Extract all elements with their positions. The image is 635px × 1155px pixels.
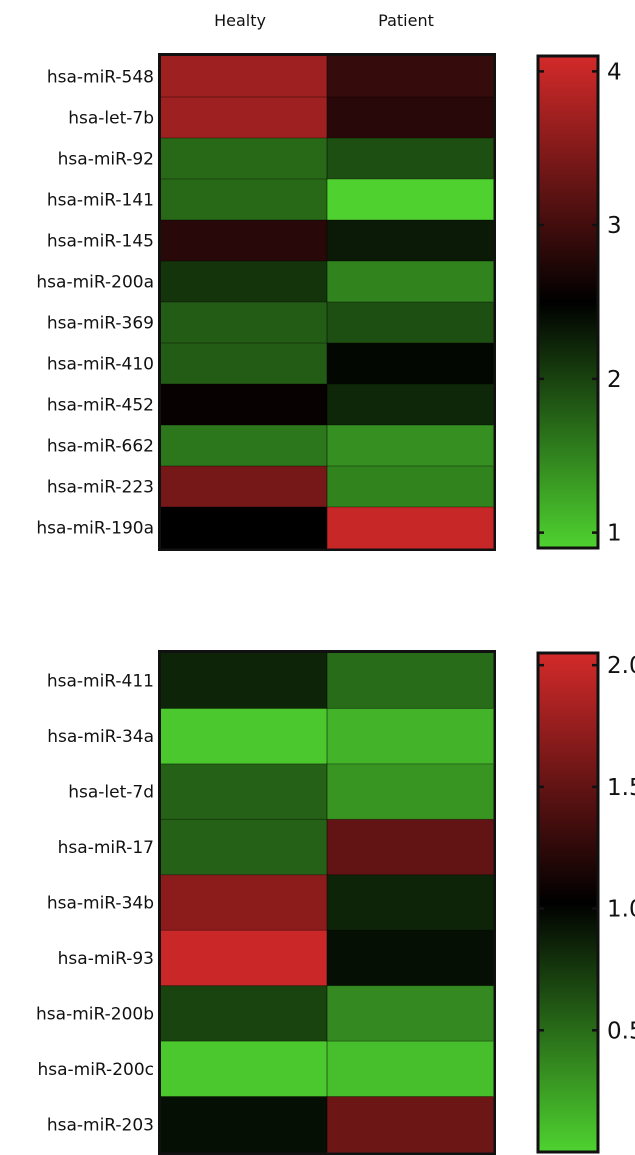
row-label: hsa-miR-662 [47, 437, 154, 457]
row-label: hsa-miR-190a [36, 519, 154, 539]
column-label: Healty [214, 11, 266, 30]
heatmap-cell [161, 653, 328, 709]
heatmap-cell [327, 819, 494, 876]
heatmap-cell [161, 384, 328, 426]
heatmap-cell [327, 425, 494, 467]
heatmap-cell [161, 261, 328, 303]
heatmap-cell [327, 708, 494, 765]
row-label: hsa-let-7b [68, 109, 154, 129]
heatmap-cell [327, 138, 494, 180]
colorbar-tick-label: 1.0 [607, 897, 635, 923]
colorbar-tick-label: 1.5 [607, 775, 635, 801]
heatmap-cell [327, 874, 494, 931]
heatmap-cell [161, 985, 328, 1042]
heatmap-cell [327, 97, 494, 139]
heatmap-cell [161, 763, 328, 820]
row-label: hsa-miR-145 [47, 232, 154, 252]
row-label: hsa-miR-548 [47, 68, 154, 88]
colorbar [536, 54, 600, 550]
heatmap-cell [161, 302, 328, 344]
heatmap-cell [327, 985, 494, 1042]
heatmap-cell [161, 708, 328, 765]
heatmap-cell [161, 874, 328, 931]
row-label: hsa-miR-141 [47, 191, 154, 211]
heatmap-2: hsa-miR-411 hsa-miR-34a hsa-let-7d hsa-miR-… [36, 650, 635, 1155]
colorbar-tick-label: 2.0 [607, 653, 635, 679]
heatmap-cell [327, 507, 494, 549]
row-label: hsa-miR-200a [36, 273, 154, 293]
heatmap-cell [161, 179, 328, 221]
heatmap-cell [327, 343, 494, 385]
heatmap-cell [327, 653, 494, 709]
heatmap-cell [161, 220, 328, 262]
heatmap-1: hsa-miR-548 hsa-let-7b hsa-miR-92 hsa-miR-1… [36, 11, 622, 551]
heatmap-cell [327, 1096, 494, 1153]
row-label: hsa-miR-410 [47, 355, 154, 375]
colorbar-tick-label: 4 [607, 59, 622, 85]
heatmap-cell [161, 1096, 328, 1153]
heatmap-cell [327, 179, 494, 221]
row-label: hsa-miR-203 [47, 1115, 154, 1135]
heatmap-cell [161, 425, 328, 467]
row-label: hsa-miR-17 [58, 838, 154, 858]
heatmap-cell [161, 56, 328, 98]
heatmap-cell [327, 763, 494, 820]
heatmap-cell [327, 466, 494, 508]
heatmap-cell [327, 261, 494, 303]
row-label: hsa-miR-92 [58, 150, 154, 170]
row-label: hsa-miR-93 [58, 949, 154, 969]
colorbar-tick-label: 1 [607, 521, 622, 547]
heatmap-cell [327, 930, 494, 987]
row-label: hsa-miR-452 [47, 396, 154, 416]
colorbar-tick-label: 3 [607, 213, 622, 239]
heatmap-cell [161, 819, 328, 876]
colorbar-tick-label: 0.5 [607, 1018, 635, 1044]
heatmap-cell [327, 220, 494, 262]
row-label: hsa-miR-369 [47, 314, 154, 334]
colorbar-tick-label: 2 [607, 367, 622, 393]
row-label: hsa-miR-34b [47, 894, 154, 914]
row-label: hsa-let-7d [68, 783, 154, 803]
heatmap-cell [327, 302, 494, 344]
heatmap-cell [161, 930, 328, 987]
heatmap-cell [327, 1041, 494, 1098]
row-label: hsa-miR-34a [47, 727, 154, 747]
row-label: hsa-miR-223 [47, 478, 154, 498]
colorbar [536, 651, 600, 1154]
row-label: hsa-miR-200c [37, 1060, 154, 1080]
heatmap-cell [161, 138, 328, 180]
heatmap-cell [161, 97, 328, 139]
heatmap-cell [161, 466, 328, 508]
row-label: hsa-miR-200b [36, 1004, 154, 1024]
heatmap-cell [327, 56, 494, 98]
column-label: Patient [378, 11, 434, 30]
heatmap-cell [161, 1041, 328, 1098]
heatmap-cell [161, 507, 328, 549]
heatmap-cell [327, 384, 494, 426]
row-label: hsa-miR-411 [47, 672, 154, 692]
heatmap-cell [161, 343, 328, 385]
